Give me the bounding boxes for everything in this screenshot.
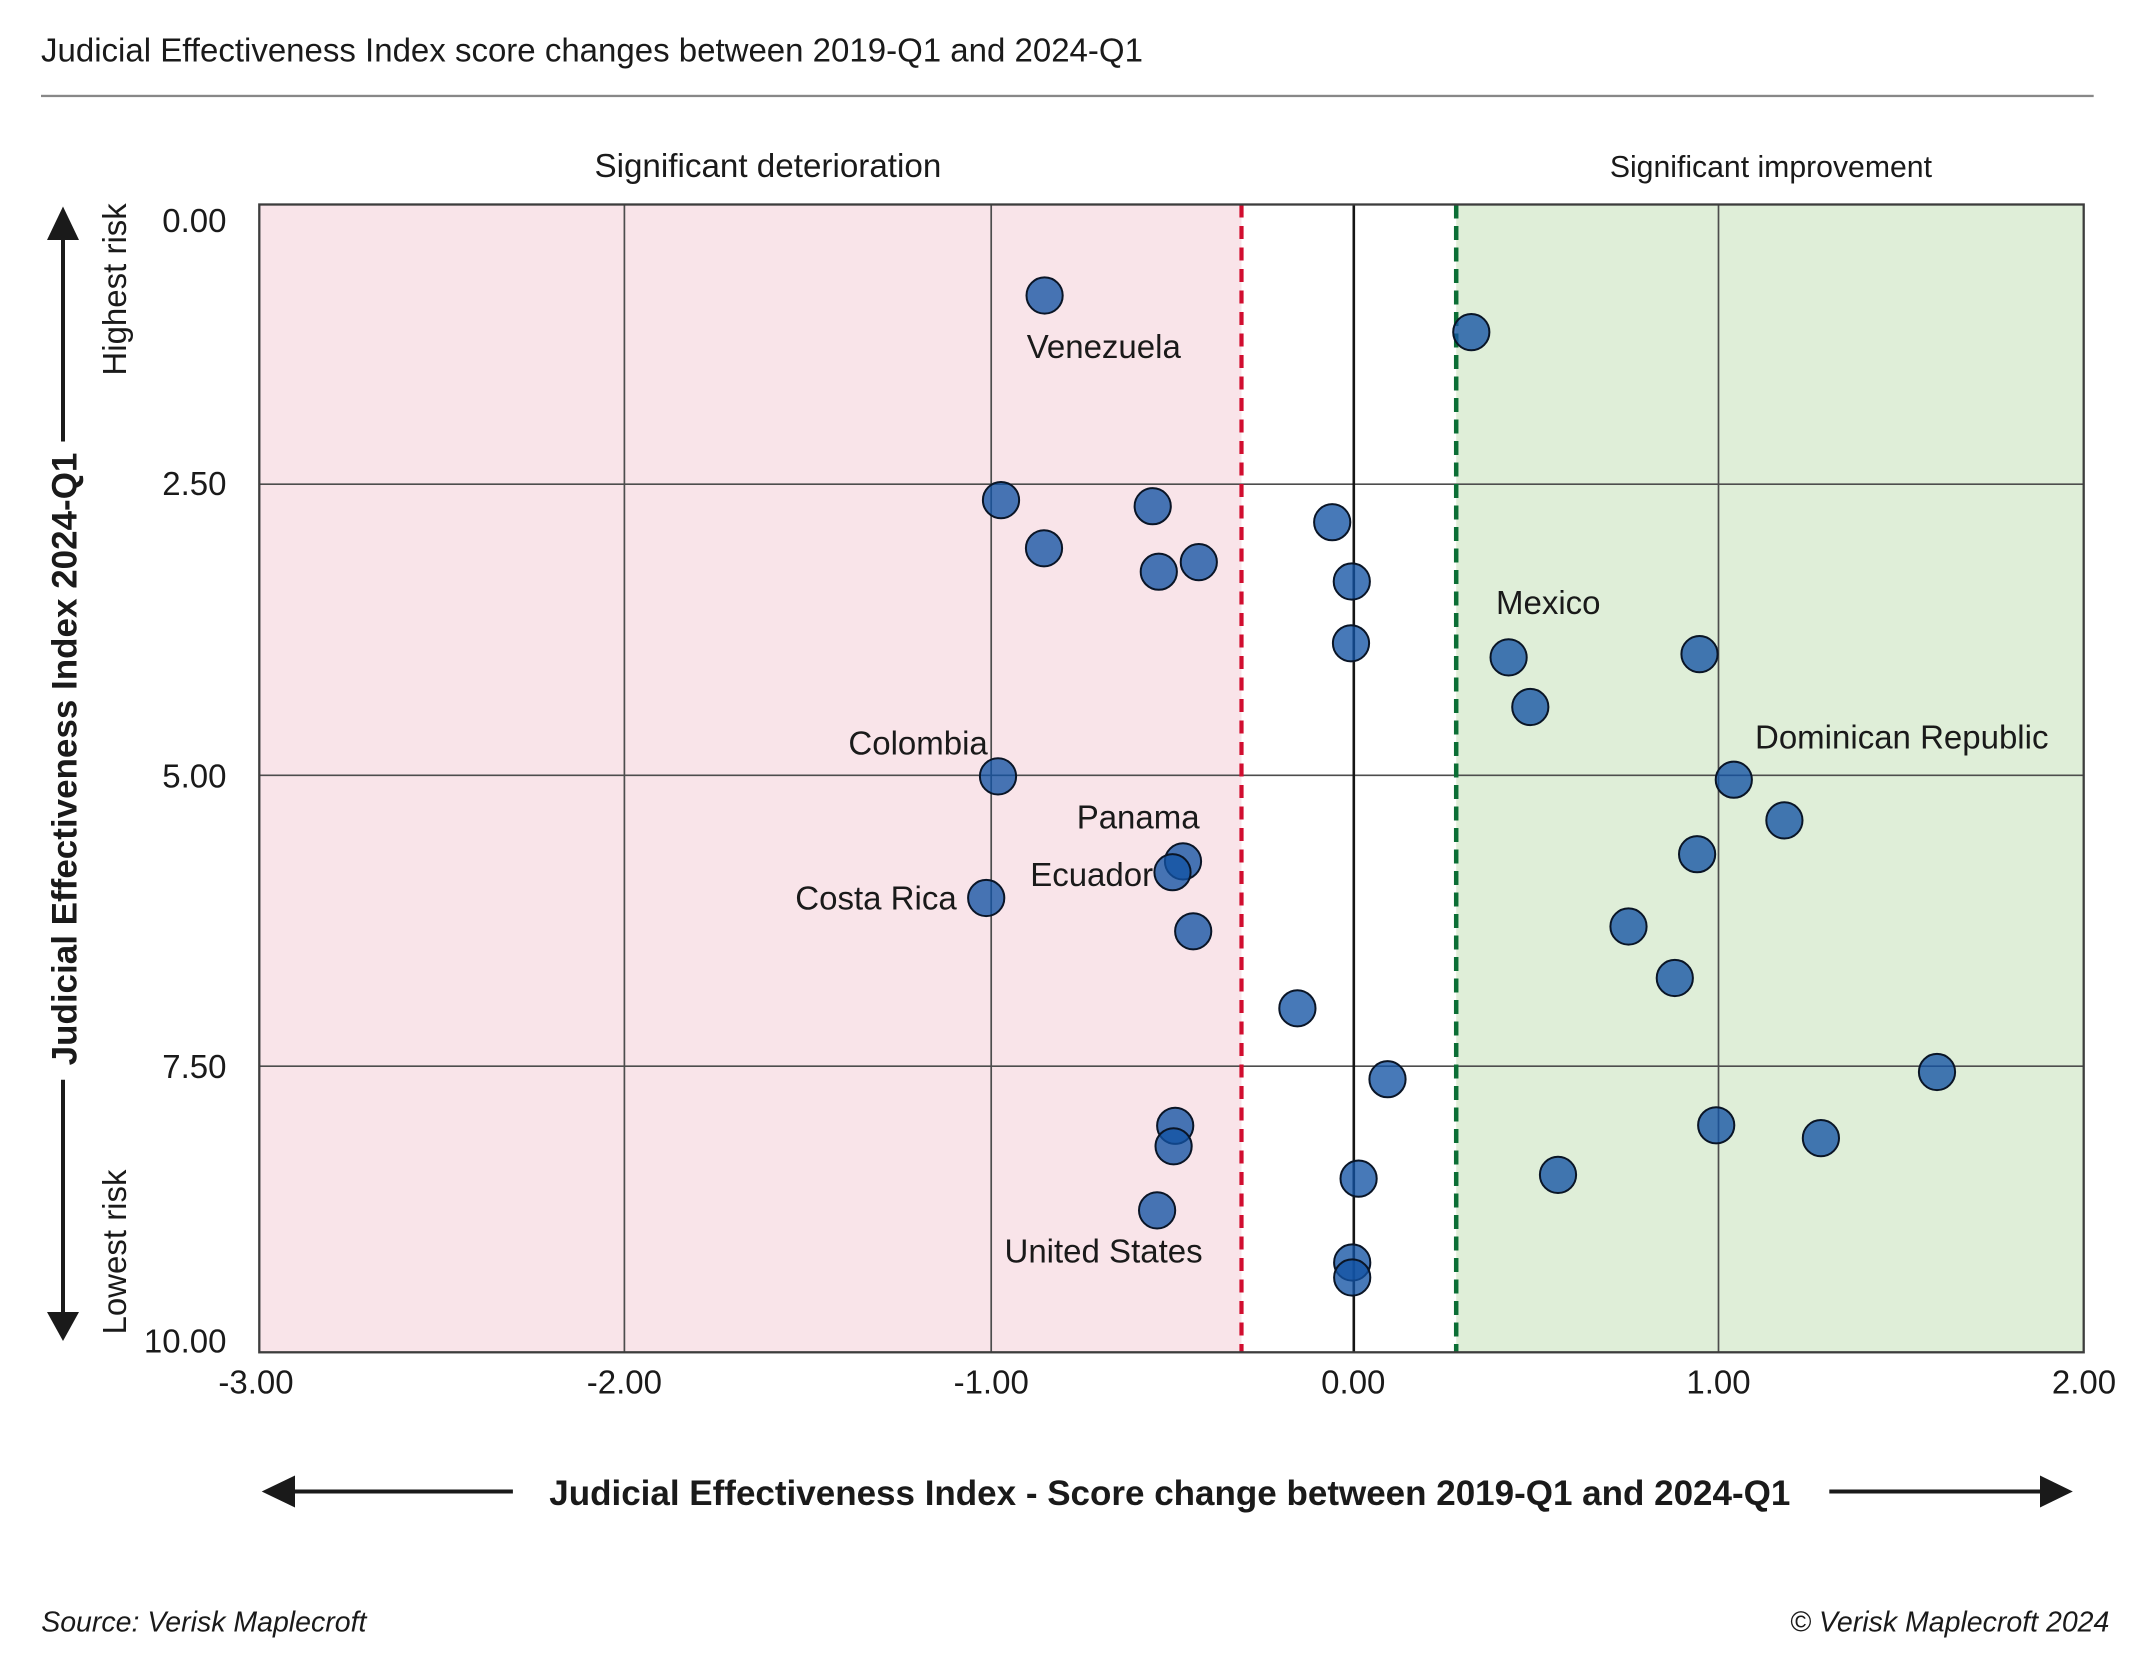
svg-text:5.00: 5.00 (162, 757, 226, 794)
svg-text:-2.00: -2.00 (587, 1363, 662, 1400)
svg-text:Dominican Republic: Dominican Republic (1755, 719, 2048, 756)
svg-text:0.00: 0.00 (162, 202, 226, 239)
svg-text:Costa Rica: Costa Rica (795, 879, 957, 916)
svg-text:10.00: 10.00 (144, 1323, 227, 1360)
svg-text:-1.00: -1.00 (954, 1363, 1029, 1400)
svg-text:Venezuela: Venezuela (1027, 328, 1182, 365)
svg-text:Lowest risk: Lowest risk (96, 1169, 133, 1335)
svg-text:Significant deterioration: Significant deterioration (594, 148, 941, 185)
svg-text:-3.00: -3.00 (218, 1363, 293, 1400)
svg-text:2.50: 2.50 (162, 465, 226, 502)
svg-text:Judicial Effectiveness Index -: Judicial Effectiveness Index - Score cha… (549, 1474, 1790, 1513)
svg-text:Significant improvement: Significant improvement (1610, 151, 1933, 184)
svg-text:1.00: 1.00 (1686, 1363, 1750, 1400)
svg-text:© Verisk Maplecroft 2024: © Verisk Maplecroft 2024 (1790, 1606, 2109, 1638)
svg-text:Ecuador: Ecuador (1030, 856, 1153, 893)
svg-text:2.00: 2.00 (2052, 1363, 2116, 1400)
svg-text:Judicial Effectiveness Index 2: Judicial Effectiveness Index 2024-Q1 (46, 453, 85, 1066)
svg-text:Source: Verisk Maplecroft: Source: Verisk Maplecroft (41, 1606, 367, 1638)
svg-text:Panama: Panama (1077, 799, 1201, 836)
svg-text:Judicial Effectiveness Index s: Judicial Effectiveness Index score chang… (41, 32, 1143, 69)
svg-text:United States: United States (1005, 1233, 1203, 1270)
svg-text:Colombia: Colombia (848, 724, 988, 761)
svg-text:Mexico: Mexico (1496, 584, 1601, 621)
svg-text:Highest risk: Highest risk (96, 203, 133, 376)
svg-text:0.00: 0.00 (1321, 1363, 1385, 1400)
svg-text:7.50: 7.50 (162, 1048, 226, 1085)
